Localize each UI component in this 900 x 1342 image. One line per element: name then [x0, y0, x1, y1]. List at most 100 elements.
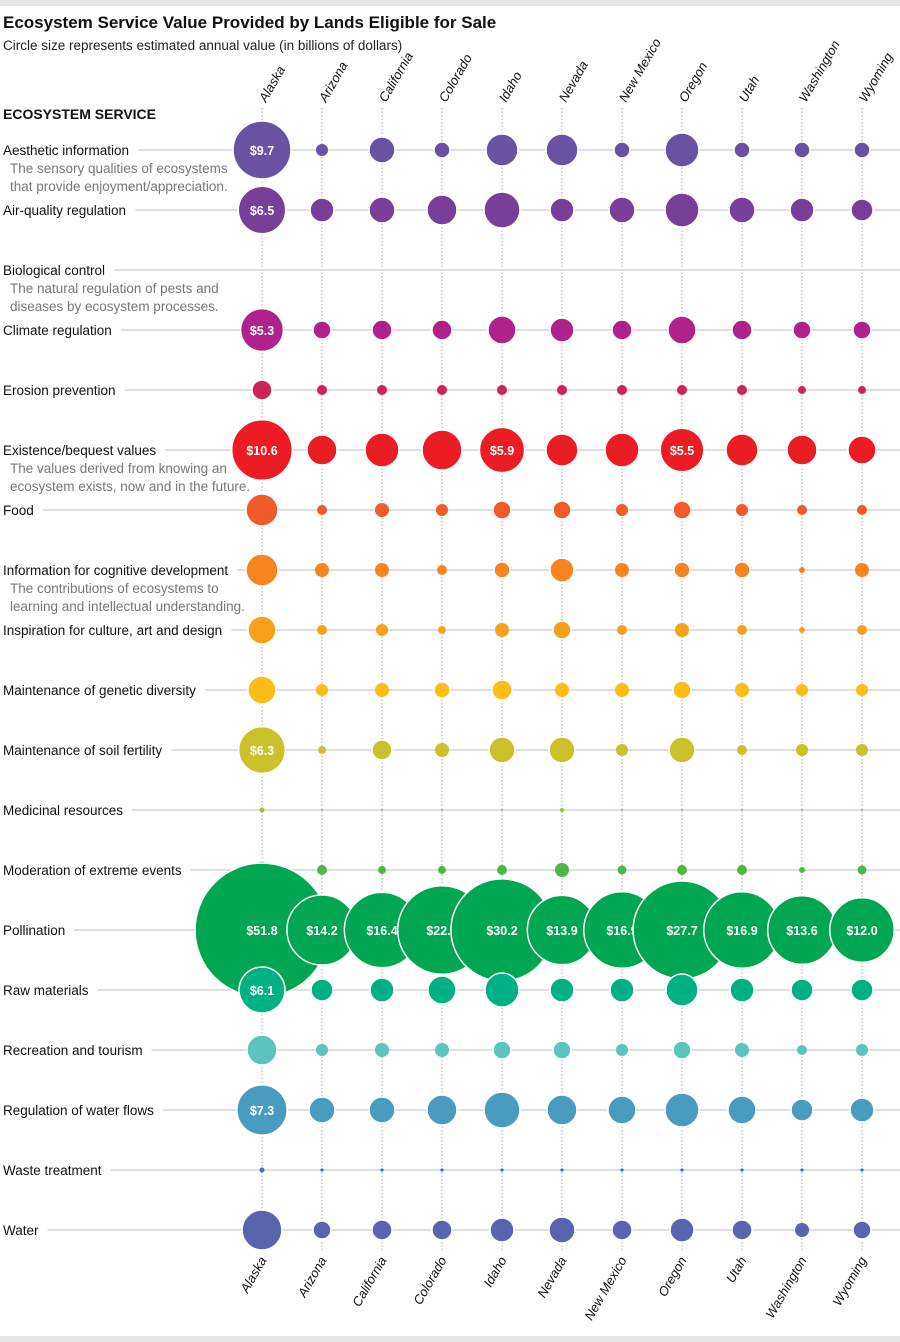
bubble: [552, 620, 572, 640]
bubble: [312, 320, 332, 340]
bubble: [310, 978, 334, 1002]
bubble: [560, 1168, 564, 1172]
bubble-value-label: $5.3: [250, 324, 274, 338]
bubble: [669, 1217, 695, 1243]
bubble: [434, 742, 450, 758]
bubble: [849, 1097, 875, 1123]
bubble: [314, 562, 330, 578]
bubble: [792, 320, 812, 340]
bubble: [733, 561, 751, 579]
chart-subtitle: Circle size represents estimated annual …: [3, 38, 402, 53]
bubble: [426, 194, 458, 226]
bubble: [796, 504, 808, 516]
bubble: [493, 561, 511, 579]
column-label-top: Colorado: [436, 51, 475, 104]
bubble: [306, 434, 338, 466]
row-label: Pollination: [3, 923, 65, 938]
bubble-value-label: $12.0: [846, 924, 877, 938]
column-label-bottom: Oregon: [655, 1254, 690, 1299]
bubble: [795, 683, 809, 697]
bubble: [438, 626, 446, 634]
bubble: [786, 434, 818, 466]
row-label: Maintenance of genetic diversity: [3, 683, 196, 698]
bubble: [236, 1084, 288, 1136]
bubble: [549, 197, 575, 223]
bubble-value-label: $13.9: [546, 924, 577, 938]
bubble: [374, 562, 390, 578]
bubble: [855, 683, 869, 697]
bubble: [549, 977, 575, 1003]
bubble: [801, 809, 803, 811]
bubble: [674, 622, 690, 638]
bubble: [315, 1043, 329, 1057]
column-label-top: New Mexico: [616, 36, 664, 105]
bubble: [668, 736, 696, 764]
bubble: [315, 143, 329, 157]
row-description: that provide enjoyment/appreciation.: [10, 179, 228, 194]
bubble: [665, 973, 699, 1007]
bubble: [492, 1040, 512, 1060]
bubble: [681, 809, 683, 811]
bubble: [435, 503, 449, 517]
bubble: [854, 562, 870, 578]
bubble-value-label: $6.1: [250, 984, 274, 998]
bubble: [793, 141, 811, 159]
bubble: [374, 502, 390, 518]
bubble: [672, 1040, 692, 1060]
row-label: Information for cognitive development: [3, 563, 228, 578]
row-label: Regulation of water flows: [3, 1103, 154, 1118]
column-label-top: Wyoming: [856, 49, 896, 104]
column-label-top: California: [376, 49, 416, 104]
bubble: [659, 427, 705, 473]
bubble: [247, 675, 277, 705]
bubble: [860, 1168, 864, 1172]
bubble: [548, 1216, 576, 1244]
bubble: [548, 736, 576, 764]
row-label: Air-quality regulation: [3, 203, 126, 218]
bubble: [676, 864, 688, 876]
bubble: [380, 1168, 384, 1172]
bubble: [247, 615, 277, 645]
bubble: [316, 384, 328, 396]
bubble: [426, 1094, 458, 1126]
bubble: [381, 809, 383, 811]
bubble: [436, 564, 448, 576]
bubble: [251, 379, 273, 401]
bubble: [433, 681, 451, 699]
bubble: [613, 141, 631, 159]
row-label: Maintenance of soil fertility: [3, 743, 162, 758]
bubble: [364, 432, 400, 468]
bubble: [673, 561, 691, 579]
bubble: [488, 736, 516, 764]
column-label-bottom: Wyoming: [830, 1253, 870, 1308]
bubble-value-label: $16.9: [606, 924, 637, 938]
bubble: [315, 683, 329, 697]
bubble: [729, 977, 755, 1003]
row-label: Raw materials: [3, 983, 89, 998]
bubble-value-label: $14.2: [306, 924, 337, 938]
bubble: [478, 426, 526, 474]
row-description: The natural regulation of pests and: [10, 281, 219, 296]
bubble: [615, 1043, 629, 1057]
row-label: Biological control: [3, 263, 105, 278]
bubble: [259, 807, 265, 813]
bubble: [320, 1168, 324, 1172]
bubble: [676, 384, 688, 396]
bubble: [318, 746, 326, 754]
bubble: [545, 133, 579, 167]
bubble: [736, 744, 748, 756]
bubble: [794, 1222, 810, 1238]
bubble: [552, 1040, 572, 1060]
bubble: [316, 624, 328, 636]
bubble: [552, 500, 572, 520]
bubble: [238, 966, 286, 1014]
bubble: [731, 1219, 753, 1241]
column-label-top: Alaska: [255, 63, 288, 105]
bubble: [554, 682, 570, 698]
bubble: [615, 503, 629, 517]
row-label: Existence/bequest values: [3, 443, 156, 458]
bubble: [368, 196, 396, 224]
bubble: [431, 1219, 453, 1241]
bubble: [731, 319, 753, 341]
